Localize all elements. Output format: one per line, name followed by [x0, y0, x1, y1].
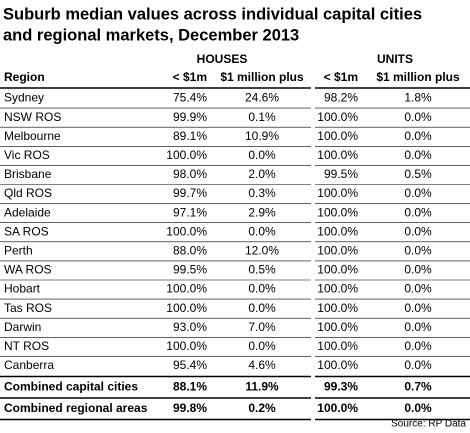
- row-value: 100.0%: [317, 129, 358, 143]
- row-value: 100.0%: [317, 358, 358, 372]
- row-label: Darwin: [4, 320, 41, 334]
- row-value: 1.8%: [404, 91, 432, 105]
- row-value: 100.0%: [317, 148, 358, 162]
- row-label: WA ROS: [4, 263, 52, 277]
- row-value: 98.0%: [173, 167, 207, 181]
- row-value: 0.5%: [404, 167, 432, 181]
- row-label: Tas ROS: [4, 301, 52, 315]
- row-value: 0.5%: [248, 263, 276, 277]
- row-value: 0.0%: [404, 320, 432, 334]
- row-value: 0.0%: [248, 224, 276, 238]
- column-header: < $1m: [324, 70, 358, 84]
- row-label: Canberra: [4, 358, 54, 372]
- row-value: 12.0%: [245, 244, 279, 258]
- row-value: 99.9%: [173, 110, 207, 124]
- total-row-value: 0.0%: [404, 401, 432, 415]
- row-value: 0.0%: [404, 186, 432, 200]
- row-value: 100.0%: [317, 186, 358, 200]
- row-value: 100.0%: [166, 148, 207, 162]
- row-label: Sydney: [4, 91, 44, 105]
- total-row-value: 11.9%: [245, 379, 279, 393]
- row-value: 100.0%: [317, 263, 358, 277]
- column-header: $1 million plus: [376, 70, 460, 84]
- row-value: 0.0%: [404, 148, 432, 162]
- row-value: 100.0%: [317, 320, 358, 334]
- row-value: 98.2%: [324, 91, 358, 105]
- row-value: 99.7%: [173, 186, 207, 200]
- row-value: 0.0%: [404, 339, 432, 353]
- row-value: 0.3%: [248, 186, 276, 200]
- total-row-value: 88.1%: [173, 379, 207, 393]
- row-value: 100.0%: [317, 282, 358, 296]
- title-line: Suburb median values across individual c…: [3, 5, 422, 23]
- row-value: 100.0%: [317, 339, 358, 353]
- total-row-label: Combined capital cities: [4, 379, 138, 393]
- column-header: < $1m: [173, 70, 207, 84]
- total-row-value: 0.2%: [248, 401, 276, 415]
- row-value: 0.0%: [404, 224, 432, 238]
- row-value: 99.5%: [324, 167, 358, 181]
- row-label: Brisbane: [4, 167, 52, 181]
- row-value: 88.0%: [173, 244, 207, 258]
- row-value: 0.1%: [248, 110, 276, 124]
- row-value: 4.6%: [248, 358, 276, 372]
- total-row-value: 100.0%: [317, 401, 358, 415]
- row-value: 0.0%: [404, 301, 432, 315]
- row-value: 100.0%: [317, 301, 358, 315]
- row-label: Perth: [4, 244, 33, 258]
- row-value: 75.4%: [173, 91, 207, 105]
- row-value: 0.0%: [404, 358, 432, 372]
- row-value: 10.9%: [245, 129, 279, 143]
- row-value: 100.0%: [166, 224, 207, 238]
- row-value: 100.0%: [166, 339, 207, 353]
- row-value: 0.0%: [404, 244, 432, 258]
- row-label: Qld ROS: [4, 186, 52, 200]
- row-value: 100.0%: [317, 205, 358, 219]
- row-value: 99.5%: [173, 263, 207, 277]
- row-value: 100.0%: [317, 244, 358, 258]
- total-row-value: 0.7%: [404, 379, 432, 393]
- row-value: 0.0%: [404, 263, 432, 277]
- row-label: Melbourne: [4, 129, 61, 143]
- row-label: NSW ROS: [4, 110, 61, 124]
- row-value: 100.0%: [317, 224, 358, 238]
- total-row-value: 99.3%: [324, 379, 358, 393]
- row-value: 0.0%: [404, 129, 432, 143]
- row-value: 97.1%: [173, 205, 207, 219]
- row-value: 0.0%: [404, 282, 432, 296]
- title-line: and regional markets, December 2013: [3, 26, 299, 44]
- row-label: Adelaide: [4, 205, 51, 219]
- row-value: 100.0%: [166, 282, 207, 296]
- total-row-label: Combined regional areas: [4, 401, 148, 415]
- column-header: Region: [4, 70, 45, 84]
- row-value: 0.0%: [248, 301, 276, 315]
- row-value: 0.0%: [248, 148, 276, 162]
- source: Source: RP Data: [391, 419, 466, 430]
- row-label: Vic ROS: [4, 148, 50, 162]
- total-row-value: 99.8%: [173, 401, 207, 415]
- row-label: NT ROS: [4, 339, 49, 353]
- row-value: 0.0%: [248, 282, 276, 296]
- row-value: 100.0%: [166, 301, 207, 315]
- group-header: HOUSES: [197, 52, 248, 66]
- row-value: 100.0%: [317, 110, 358, 124]
- row-value: 7.0%: [248, 320, 276, 334]
- row-value: 2.0%: [248, 167, 276, 181]
- row-value: 24.6%: [245, 91, 279, 105]
- row-label: SA ROS: [4, 224, 49, 238]
- row-value: 95.4%: [173, 358, 207, 372]
- row-value: 0.0%: [404, 205, 432, 219]
- column-header: $1 million plus: [220, 70, 304, 84]
- group-header: UNITS: [377, 52, 413, 66]
- row-label: Hobart: [4, 282, 41, 296]
- row-value: 0.0%: [248, 339, 276, 353]
- row-value: 0.0%: [404, 110, 432, 124]
- row-value: 93.0%: [173, 320, 207, 334]
- row-value: 89.1%: [173, 129, 207, 143]
- row-value: 2.9%: [248, 205, 276, 219]
